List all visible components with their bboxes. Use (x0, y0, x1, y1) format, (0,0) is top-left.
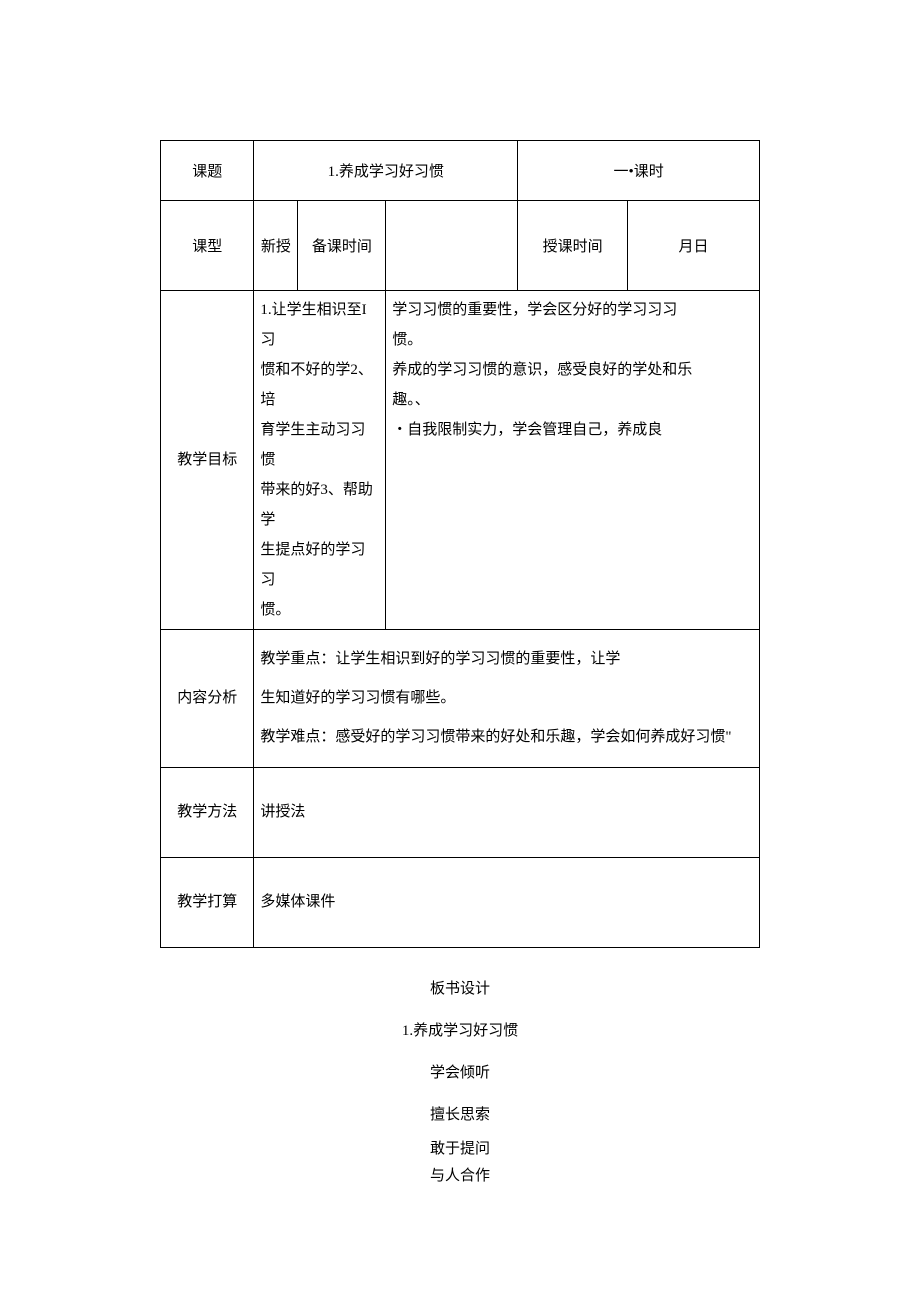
teach-time-value: 月日 (628, 201, 760, 291)
board-line2: 1.养成学习好习惯 (160, 1010, 760, 1052)
plan-label: 教学打算 (161, 858, 254, 948)
board-line3: 学会倾听 (160, 1052, 760, 1094)
row-goals: 教学目标 1.让学生相识至I习惯和不好的学2、培育学生主动习习惯带来的好3、帮助… (161, 291, 760, 630)
board-line5: 敢于提问 (160, 1136, 760, 1163)
method-content: 讲授法 (254, 768, 760, 858)
teach-time-label: 授课时间 (518, 201, 628, 291)
topic-label: 课题 (161, 141, 254, 201)
row-analysis: 内容分析 教学重点：让学生相识到好的学习习惯的重要性，让学生知道好的学习习惯有哪… (161, 630, 760, 768)
type-label: 课型 (161, 201, 254, 291)
prep-time-label: 备课时间 (298, 201, 386, 291)
row-topic: 课题 1.养成学习好习惯 一•课时 (161, 141, 760, 201)
row-method: 教学方法 讲授法 (161, 768, 760, 858)
period-value: 一•课时 (518, 141, 760, 201)
row-plan: 教学打算 多媒体课件 (161, 858, 760, 948)
goals-left: 1.让学生相识至I习惯和不好的学2、培育学生主动习习惯带来的好3、帮助学生提点好… (254, 291, 386, 630)
board-line6: 与人合作 (160, 1163, 760, 1190)
analysis-content: 教学重点：让学生相识到好的学习习惯的重要性，让学生知道好的学习习惯有哪些。教学难… (254, 630, 760, 768)
row-type: 课型 新授 备课时间 授课时间 月日 (161, 201, 760, 291)
plan-content: 多媒体课件 (254, 858, 760, 948)
board-line4: 擅长思索 (160, 1094, 760, 1136)
goals-label: 教学目标 (161, 291, 254, 630)
board-design-section: 板书设计 1.养成学习好习惯 学会倾听 擅长思索 敢于提问 与人合作 (160, 968, 760, 1190)
topic-value: 1.养成学习好习惯 (254, 141, 518, 201)
lesson-plan-table: 课题 1.养成学习好习惯 一•课时 课型 新授 备课时间 授课时间 月日 教学目… (160, 140, 760, 948)
method-label: 教学方法 (161, 768, 254, 858)
prep-time-value (386, 201, 518, 291)
goals-right: 学习习惯的重要性，学会区分好的学习习习惯。养成的学习习惯的意识，感受良好的学处和… (386, 291, 760, 630)
board-title: 板书设计 (160, 968, 760, 1010)
analysis-label: 内容分析 (161, 630, 254, 768)
type-value: 新授 (254, 201, 298, 291)
